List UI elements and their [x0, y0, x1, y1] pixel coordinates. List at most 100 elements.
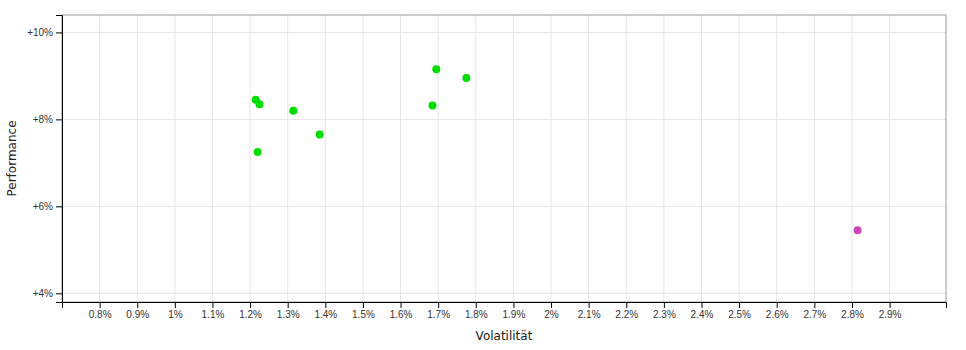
point — [254, 148, 262, 156]
x-tick-mark — [852, 302, 853, 308]
x-tick-label: 2.1% — [578, 309, 601, 320]
x-grid-line — [776, 15, 777, 302]
x-tick: 2.5% — [728, 302, 751, 320]
x-grid-line — [212, 15, 213, 302]
x-axis-line — [63, 303, 947, 309]
x-tick-label: 2.3% — [653, 309, 676, 320]
x-tick-label: 1.7% — [427, 309, 450, 320]
x-tick-label: 1.8% — [465, 309, 488, 320]
x-tick-mark — [777, 302, 778, 308]
x-tick: 1.8% — [465, 302, 488, 320]
x-tick-label: 1% — [168, 309, 183, 320]
y-grid-line — [62, 206, 946, 207]
x-grid-line — [362, 15, 363, 302]
plot-area: 0.8% 0.9% 1% 1.1% 1.2% 1.3% 1.4% 1.5% 1.6% 1.7% 1.… — [27, 15, 946, 320]
x-tick: 2.3% — [653, 302, 676, 320]
x-axis: 0.8% 0.9% 1% 1.1% 1.2% 1.3% 1.4% 1.5% 1.6% 1.7% 1.… — [63, 302, 947, 320]
x-grid-line — [325, 15, 326, 302]
x-tick-mark — [325, 302, 326, 308]
x-tick: 1.5% — [352, 302, 375, 320]
x-tick-label: 2% — [544, 309, 559, 320]
x-tick: 1.1% — [202, 302, 225, 320]
x-tick-label: 1.3% — [277, 309, 300, 320]
point — [255, 100, 263, 108]
x-tick-mark — [476, 302, 477, 308]
x-tick-mark — [212, 302, 213, 308]
x-grid-line — [663, 15, 664, 302]
x-grid-line — [438, 15, 439, 302]
x-grid-line — [889, 15, 890, 302]
y-grid-line — [62, 32, 946, 33]
x-axis-title: Volatilität — [476, 329, 533, 343]
x-tick: 1.6% — [390, 302, 413, 320]
x-tick: 1% — [168, 302, 183, 320]
x-tick-mark — [137, 302, 138, 308]
x-tick: 1.7% — [427, 302, 450, 320]
x-tick: 1.4% — [314, 302, 337, 320]
x-tick-mark — [288, 302, 289, 308]
y-grid-line — [62, 119, 946, 120]
x-tick-mark — [250, 302, 251, 308]
y-tick-mark — [56, 206, 62, 207]
x-grid-line — [551, 15, 552, 302]
x-grid-line — [851, 15, 852, 302]
point — [289, 107, 297, 115]
x-tick-label: 1.4% — [314, 309, 337, 320]
x-tick-mark — [100, 302, 101, 308]
y-tick-label: +6% — [33, 201, 53, 212]
y-tick: +6% — [33, 201, 62, 212]
x-tick-label: 2.6% — [766, 309, 789, 320]
x-tick-label: 1.2% — [239, 309, 262, 320]
x-tick: 2% — [544, 302, 559, 320]
x-tick: 0.8% — [89, 302, 112, 320]
x-grid-line — [99, 15, 100, 302]
x-tick: 1.9% — [503, 302, 526, 320]
y-tick: +4% — [33, 288, 62, 299]
x-tick-mark — [363, 302, 364, 308]
point — [316, 131, 324, 139]
x-tick: 2.1% — [578, 302, 601, 320]
x-tick-label: 0.9% — [126, 309, 149, 320]
x-tick-mark — [739, 302, 740, 308]
x-tick-mark — [589, 302, 590, 308]
y-tick-mark — [56, 293, 62, 294]
x-tick-mark — [551, 302, 552, 308]
x-tick-label: 2.5% — [728, 309, 751, 320]
x-grid-line — [626, 15, 627, 302]
y-tick: +8% — [33, 114, 62, 125]
x-grid-line — [588, 15, 589, 302]
x-grid-line — [739, 15, 740, 302]
point — [462, 74, 470, 82]
x-tick-label: 1.5% — [352, 309, 375, 320]
y-tick-label: +4% — [33, 288, 53, 299]
x-tick: 2.6% — [766, 302, 789, 320]
x-tick-mark — [175, 302, 176, 308]
y-grid-line — [62, 293, 946, 294]
x-tick-label: 2.8% — [841, 309, 864, 320]
x-tick-mark — [664, 302, 665, 308]
x-tick-label: 2.9% — [879, 309, 902, 320]
point — [432, 65, 440, 73]
points — [252, 65, 862, 234]
x-tick-label: 2.7% — [803, 309, 826, 320]
x-tick: 0.9% — [126, 302, 149, 320]
x-grid-line — [701, 15, 702, 302]
y-axis-title: Performance — [5, 120, 19, 196]
x-tick-mark — [513, 302, 514, 308]
x-tick-label: 1.1% — [202, 309, 225, 320]
x-grid-line — [513, 15, 514, 302]
x-tick: 2.4% — [691, 302, 714, 320]
x-grid-line — [137, 15, 138, 302]
x-grid-line — [475, 15, 476, 302]
x-tick: 2.2% — [615, 302, 638, 320]
y-tick-label: +8% — [33, 114, 53, 125]
chart: 0.8% 0.9% 1% 1.1% 1.2% 1.3% 1.4% 1.5% 1.6% 1.7% 1.… — [0, 0, 966, 350]
point — [429, 101, 437, 109]
x-tick-mark — [701, 302, 702, 308]
x-tick-mark — [626, 302, 627, 308]
x-grid-line — [287, 15, 288, 302]
y-tick: +10% — [27, 27, 62, 38]
x-tick: 1.2% — [239, 302, 262, 320]
x-grid-line — [250, 15, 251, 302]
x-grid-line — [814, 15, 815, 302]
